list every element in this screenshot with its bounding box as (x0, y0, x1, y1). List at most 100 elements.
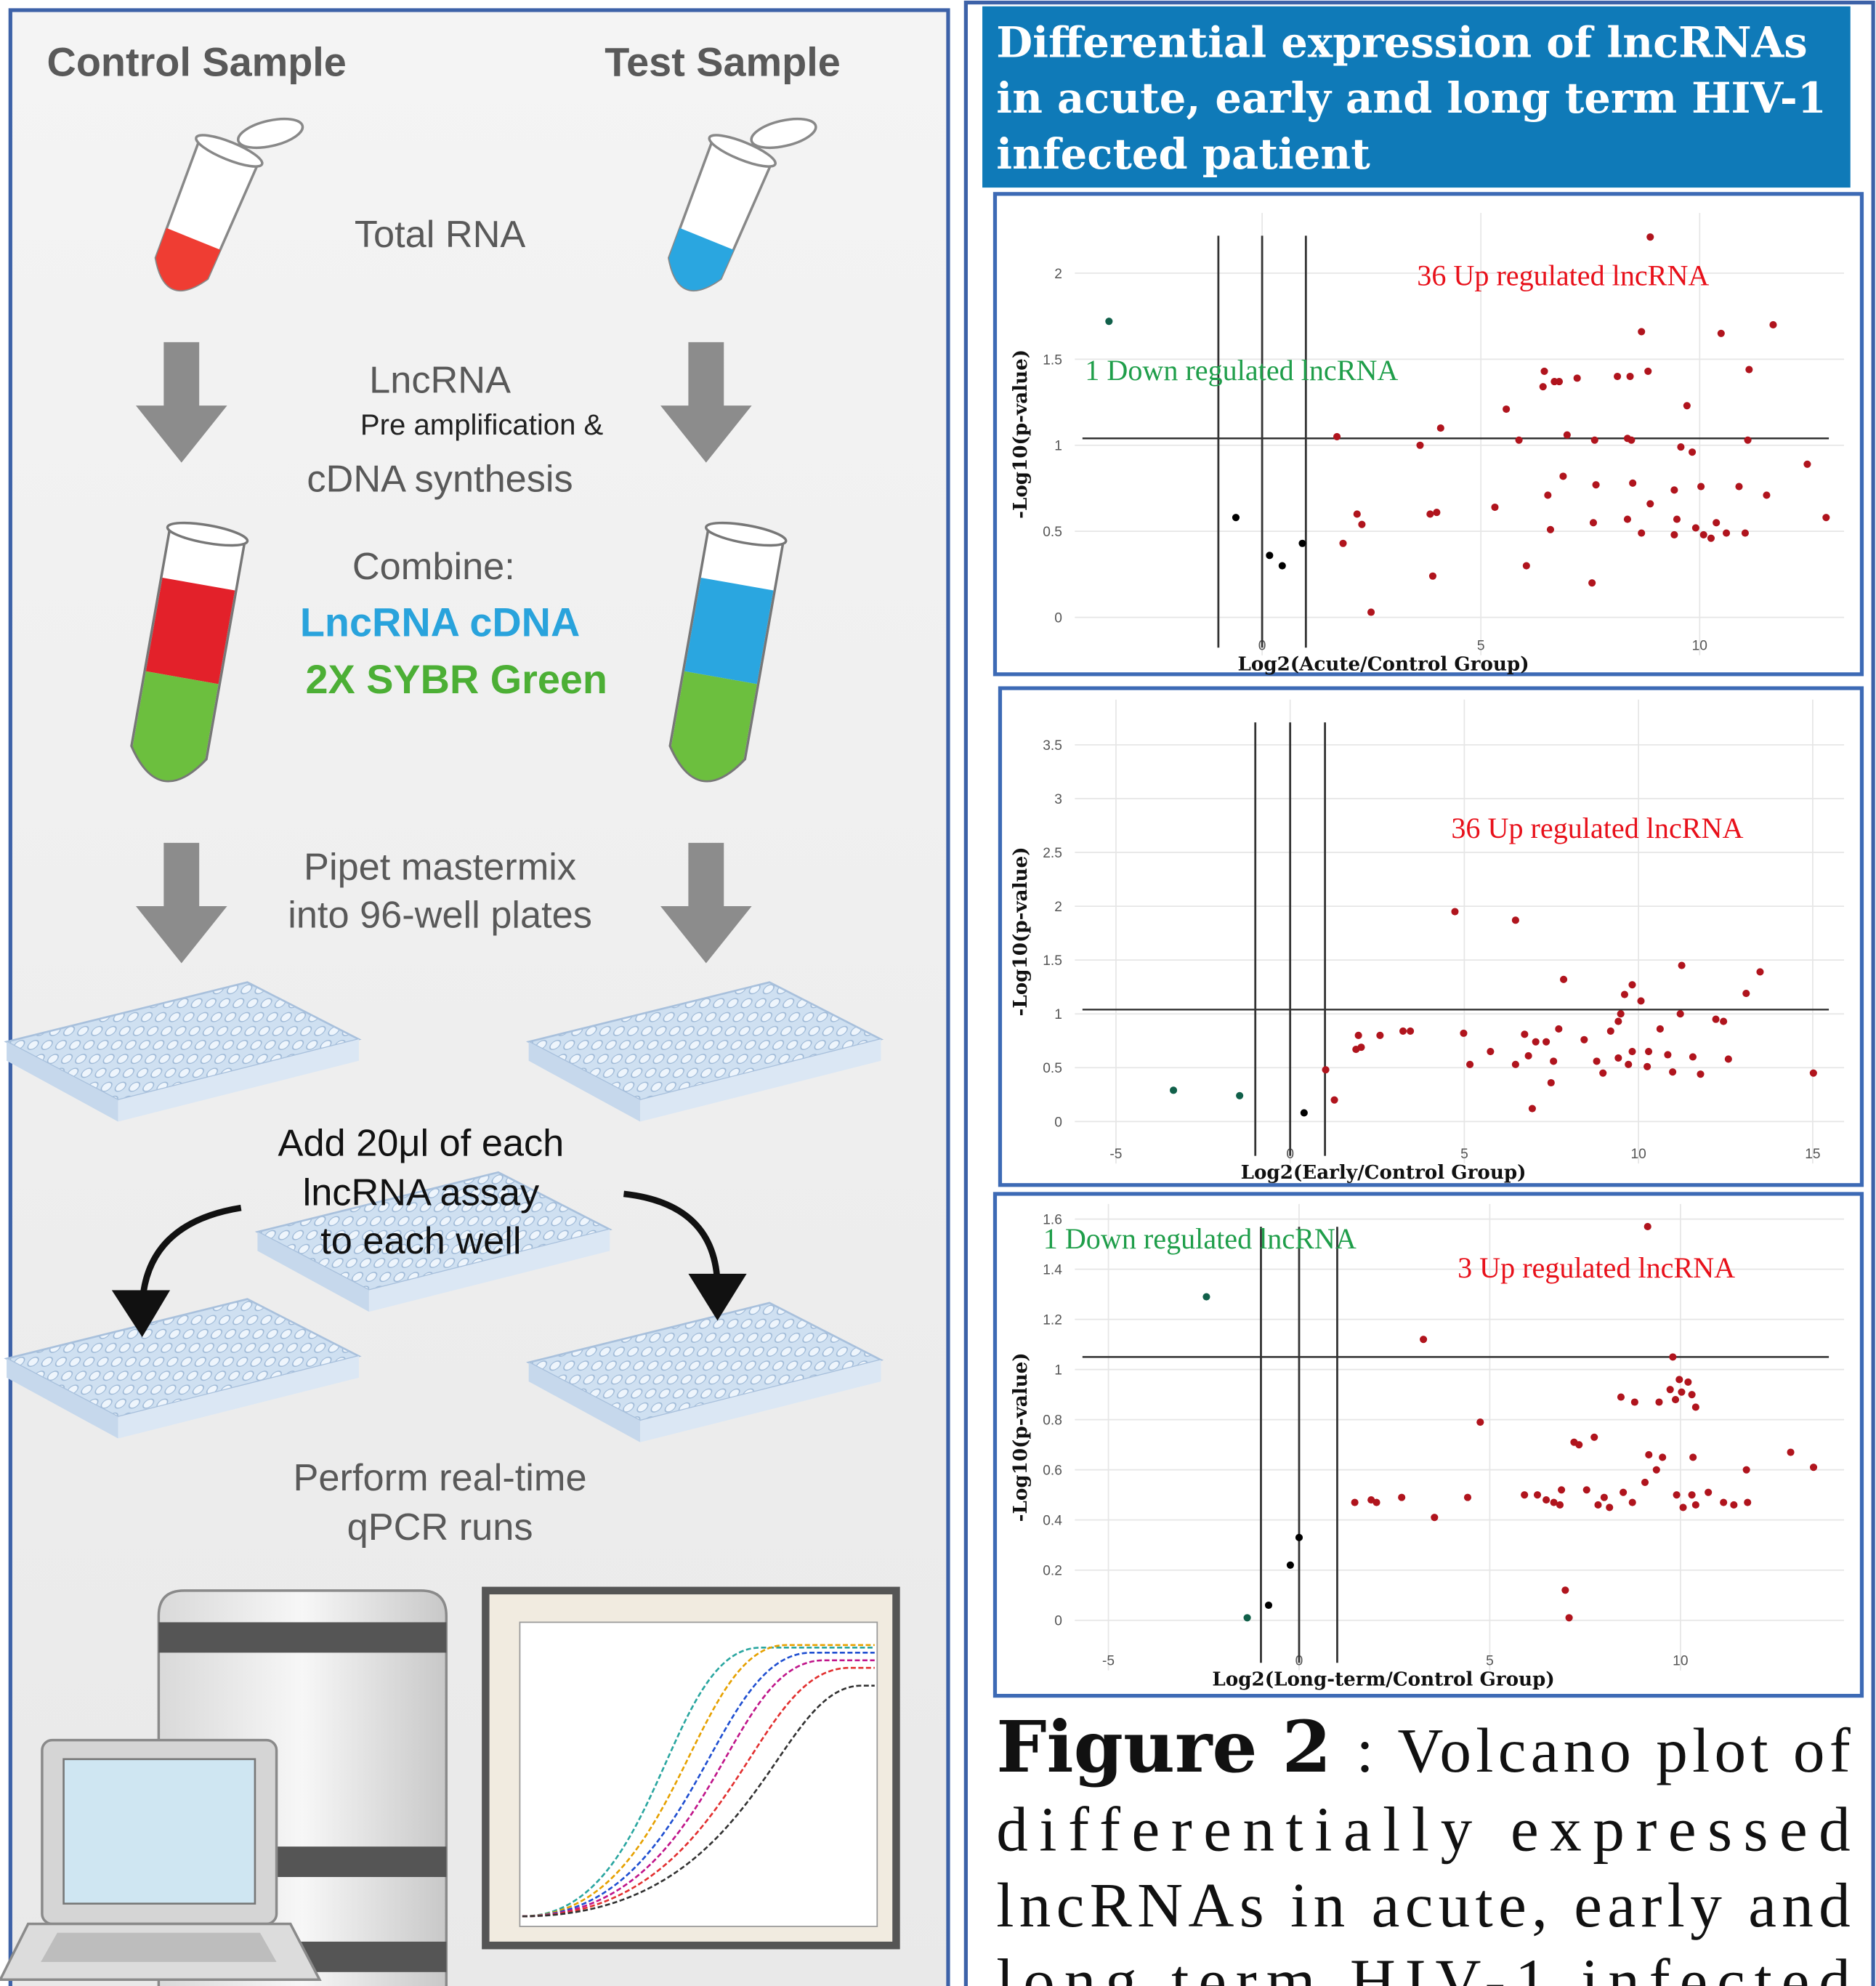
data-point (1606, 1503, 1613, 1511)
y-tick-label: 1 (1054, 439, 1062, 454)
data-point (1543, 1496, 1550, 1503)
data-point (1644, 1223, 1651, 1230)
data-point (1720, 1018, 1727, 1025)
data-point (1407, 1028, 1414, 1035)
data-point (1673, 516, 1681, 523)
data-point (1416, 442, 1423, 449)
data-point (1707, 535, 1715, 542)
y-tick-label: 2 (1054, 267, 1062, 282)
data-point (1512, 916, 1519, 924)
x-axis-label: Log2(Early/Control Group) (1241, 1161, 1527, 1184)
data-point (1617, 1394, 1625, 1401)
data-point (1372, 1498, 1380, 1506)
data-point (1265, 1602, 1272, 1609)
data-point (1426, 510, 1434, 517)
data-point (1670, 486, 1678, 493)
data-point (1433, 509, 1440, 516)
y-tick-label: 1 (1054, 1007, 1062, 1022)
data-point (1670, 531, 1678, 538)
x-tick-label: 5 (1486, 1654, 1494, 1669)
data-point (1580, 1036, 1588, 1044)
y-tick-label: 0 (1054, 1614, 1062, 1629)
data-point (1692, 1501, 1699, 1509)
data-point (1638, 529, 1645, 536)
data-point (1735, 483, 1742, 491)
data-point (1743, 1466, 1750, 1474)
data-point (1105, 318, 1112, 325)
data-point (1705, 1489, 1712, 1496)
data-point (1672, 1396, 1679, 1403)
data-point (1689, 1491, 1696, 1498)
data-point (1810, 1464, 1817, 1471)
data-point (1376, 1032, 1383, 1039)
data-point (1713, 519, 1720, 526)
data-point (1295, 1534, 1303, 1541)
panel-title: in acute, early and long term HIV-1 (996, 73, 1827, 123)
data-point (1540, 383, 1547, 390)
data-point (1628, 437, 1635, 444)
y-tick-label: 0.2 (1043, 1564, 1062, 1579)
data-point (1487, 1048, 1494, 1055)
data-point (1558, 1486, 1565, 1493)
y-tick-label: 0.6 (1043, 1464, 1062, 1479)
data-point (1763, 491, 1770, 498)
caption-text: : Volcano plot of (1357, 1715, 1851, 1785)
data-point (1713, 1016, 1720, 1023)
x-tick-label: -5 (1109, 1147, 1122, 1162)
data-point (1575, 1441, 1582, 1448)
data-point (1588, 579, 1596, 586)
data-point (1803, 461, 1811, 468)
y-tick-label: 1.5 (1043, 352, 1062, 368)
data-point (1625, 1061, 1632, 1068)
data-point (1491, 504, 1498, 511)
data-point (1614, 1054, 1622, 1062)
step-label: Pre amplification & (360, 409, 604, 441)
data-point (1590, 519, 1597, 526)
data-point (1333, 433, 1341, 440)
data-point (1460, 1030, 1467, 1037)
data-point (1593, 481, 1600, 488)
data-point (1561, 1586, 1569, 1594)
data-point (1675, 1376, 1683, 1383)
data-point (1657, 1025, 1664, 1033)
data-point (1637, 997, 1644, 1004)
data-point (1548, 1079, 1555, 1086)
data-point (1641, 1479, 1649, 1486)
step-label: Perform real-time (294, 1457, 587, 1499)
y-tick-label: 0.5 (1043, 525, 1062, 540)
y-tick-label: 2.5 (1043, 846, 1062, 861)
step-label: to each well (320, 1220, 521, 1262)
data-point (1529, 1105, 1536, 1112)
data-point (1607, 1028, 1614, 1035)
caption-text: long term HIV-1 infected (996, 1946, 1851, 1986)
data-point (1358, 521, 1365, 528)
data-point (1689, 1053, 1697, 1060)
data-point (1431, 1514, 1438, 1521)
data-point (1638, 328, 1645, 335)
data-point (1451, 908, 1458, 915)
y-tick-label: 1.2 (1043, 1313, 1062, 1328)
data-point (1351, 1498, 1359, 1506)
data-point (1787, 1448, 1794, 1456)
data-point (1560, 976, 1567, 983)
y-tick-label: 0 (1054, 611, 1062, 626)
data-point (1692, 524, 1699, 531)
data-point (1624, 516, 1631, 523)
x-tick-label: 10 (1692, 639, 1707, 654)
x-axis-label: Log2(Acute/Control Group) (1238, 653, 1529, 676)
data-point (1429, 573, 1436, 580)
step-label: Total RNA (355, 214, 526, 256)
data-point (1202, 1293, 1210, 1301)
data-point (1476, 1418, 1484, 1426)
data-point (1279, 562, 1286, 569)
data-point (1646, 500, 1654, 507)
data-point (1236, 1092, 1243, 1099)
x-tick-label: 15 (1805, 1147, 1820, 1162)
amplification-plot-image (485, 1591, 896, 1945)
data-point (1170, 1086, 1177, 1094)
annotation: 36 Up regulated lncRNA (1417, 259, 1709, 291)
data-point (1555, 1025, 1562, 1033)
data-point (1599, 1070, 1606, 1077)
data-point (1653, 1466, 1660, 1474)
data-point (1669, 1353, 1676, 1360)
